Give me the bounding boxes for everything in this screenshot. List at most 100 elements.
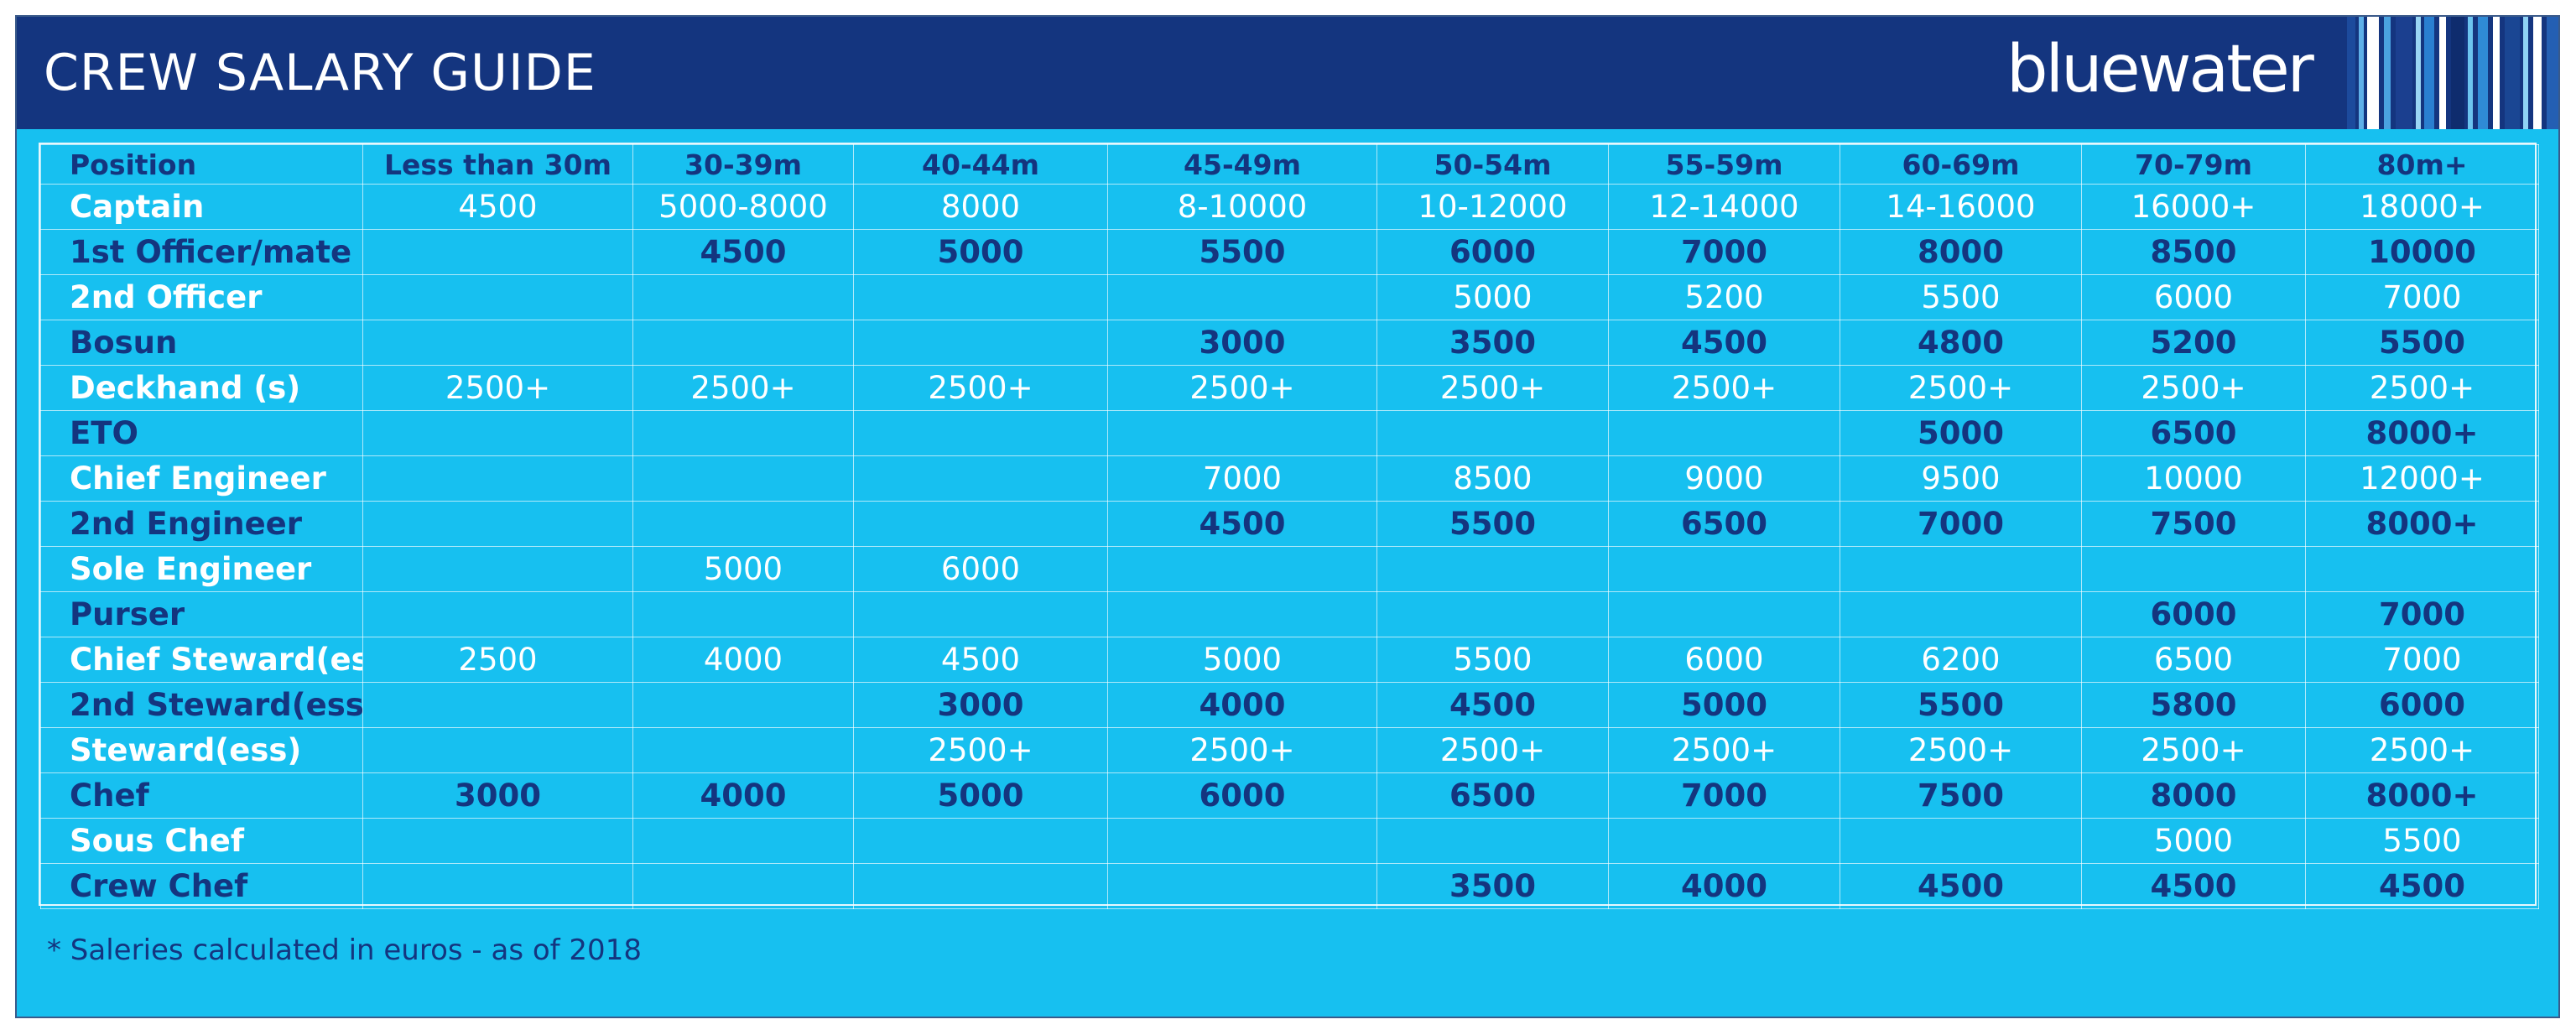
salary-cell <box>1107 818 1377 864</box>
salary-cell <box>362 229 633 275</box>
position-cell: Sole Engineer <box>40 546 363 592</box>
salary-cell <box>1107 274 1377 320</box>
brand-logo: bluewater <box>2006 32 2314 107</box>
salary-cell: 6000 <box>1107 772 1377 819</box>
table-row: ETO 5000 6500 8000+ <box>40 410 2539 456</box>
salary-cell: 8000 <box>2081 772 2306 819</box>
salary-cell: 5000 <box>853 772 1108 819</box>
table-row: Deckhand (s) 2500+ 2500+ 2500+ 2500+ 2500+ 250… <box>40 365 2539 411</box>
salary-cell: 14-16000 <box>1840 184 2082 230</box>
salary-cell <box>1376 818 1609 864</box>
column-header: Position <box>40 144 363 185</box>
footnote: * Saleries calculated in euros - as of 2… <box>47 934 642 967</box>
table-header-row: Position Less than 30m 30-39m 40-44m 45-… <box>40 144 2539 185</box>
table-body: Captain 4500 5000-8000 8000 8-10000 10-12000 1… <box>40 184 2539 909</box>
column-header: 60-69m <box>1840 144 2082 185</box>
salary-cell: 2500+ <box>1840 727 2082 773</box>
salary-cell <box>362 727 633 773</box>
column-header: 80m+ <box>2305 144 2539 185</box>
salary-cell <box>632 682 854 728</box>
table-row: Chief Engineer 7000 8500 9000 9500 10000 12000… <box>40 455 2539 502</box>
salary-cell: 6000 <box>2081 591 2306 637</box>
position-cell: Captain <box>40 184 363 230</box>
salary-cell: 6500 <box>2081 637 2306 683</box>
position-cell: Chief Engineer <box>40 455 363 502</box>
table-row: Chef 3000 4000 5000 6000 6500 7000 7500 8000 8000… <box>40 772 2539 819</box>
salary-cell <box>1608 410 1840 456</box>
salary-cell: 5500 <box>1376 501 1609 547</box>
salary-cell: 7000 <box>2305 274 2539 320</box>
table-row: Chief Steward(ess)2500400045005000550060… <box>40 637 2539 683</box>
salary-cell: 7000 <box>1608 229 1840 275</box>
salary-cell: 2500+ <box>853 727 1108 773</box>
salary-cell: 8000 <box>1840 229 2082 275</box>
salary-cell: 12-14000 <box>1608 184 1840 230</box>
position-cell: 2nd Steward(ess) <box>40 682 363 728</box>
salary-cell: 6000 <box>2305 682 2539 728</box>
salary-cell <box>853 501 1108 547</box>
salary-cell <box>632 727 854 773</box>
position-cell: ETO <box>40 410 363 456</box>
salary-cell: 2500+ <box>2081 727 2306 773</box>
salary-cell <box>632 591 854 637</box>
table-row: 1st Officer/mate 4500 5000 5500 6000 7000 8000… <box>40 229 2539 275</box>
salary-cell: 6500 <box>1376 772 1609 819</box>
salary-cell: 4500 <box>1107 501 1377 547</box>
salary-cell <box>1608 818 1840 864</box>
salary-cell <box>853 818 1108 864</box>
salary-cell: 7000 <box>1107 455 1377 502</box>
column-header: Less than 30m <box>362 144 633 185</box>
salary-cell: 4500 <box>362 184 633 230</box>
salary-cell: 4500 <box>632 229 854 275</box>
salary-cell: 4800 <box>1840 320 2082 366</box>
salary-cell: 4500 <box>853 637 1108 683</box>
salary-cell <box>362 818 633 864</box>
salary-cell: 2500+ <box>1376 727 1609 773</box>
stripe-decoration <box>2347 17 2558 129</box>
salary-cell: 4500 <box>1840 863 2082 909</box>
salary-cell <box>853 591 1108 637</box>
salary-cell <box>1608 546 1840 592</box>
salary-cell: 5500 <box>1107 229 1377 275</box>
table-row: Sole Engineer 5000 6000 <box>40 546 2539 592</box>
salary-cell: 10000 <box>2081 455 2306 502</box>
position-cell: 1st Officer/mate <box>40 229 363 275</box>
salary-cell: 5000 <box>1107 637 1377 683</box>
salary-cell: 2500+ <box>632 365 854 411</box>
salary-cell <box>1608 591 1840 637</box>
salary-guide-card: CREW SALARY GUIDE bluewater <box>15 15 2560 1018</box>
salary-cell: 8000+ <box>2305 501 2539 547</box>
salary-cell <box>853 455 1108 502</box>
column-header: 40-44m <box>853 144 1108 185</box>
salary-cell: 6500 <box>1608 501 1840 547</box>
salary-cell <box>1107 591 1377 637</box>
salary-cell: 10-12000 <box>1376 184 1609 230</box>
salary-cell: 5000 <box>2081 818 2306 864</box>
salary-cell <box>1107 863 1377 909</box>
header-bar: CREW SALARY GUIDE bluewater <box>17 17 2558 129</box>
salary-cell <box>1107 546 1377 592</box>
salary-cell: 6500 <box>2081 410 2306 456</box>
salary-cell: 8500 <box>1376 455 1609 502</box>
salary-cell: 8000+ <box>2305 410 2539 456</box>
page-title: CREW SALARY GUIDE <box>44 44 596 102</box>
salary-cell: 7000 <box>1840 501 2082 547</box>
salary-cell: 3000 <box>853 682 1108 728</box>
salary-cell <box>362 410 633 456</box>
salary-cell <box>362 546 633 592</box>
salary-cell: 5000 <box>1608 682 1840 728</box>
salary-cell: 4000 <box>632 637 854 683</box>
salary-cell: 2500+ <box>1840 365 2082 411</box>
salary-cell <box>632 455 854 502</box>
salary-cell: 2500+ <box>1107 365 1377 411</box>
salary-cell: 6000 <box>1608 637 1840 683</box>
salary-cell <box>1376 410 1609 456</box>
salary-cell <box>1840 546 2082 592</box>
salary-cell: 3000 <box>362 772 633 819</box>
salary-cell <box>362 320 633 366</box>
salary-cell: 2500+ <box>853 365 1108 411</box>
salary-cell: 4500 <box>2305 863 2539 909</box>
salary-cell: 2500+ <box>2081 365 2306 411</box>
position-cell: Crew Chef <box>40 863 363 909</box>
position-cell: 2nd Engineer <box>40 501 363 547</box>
